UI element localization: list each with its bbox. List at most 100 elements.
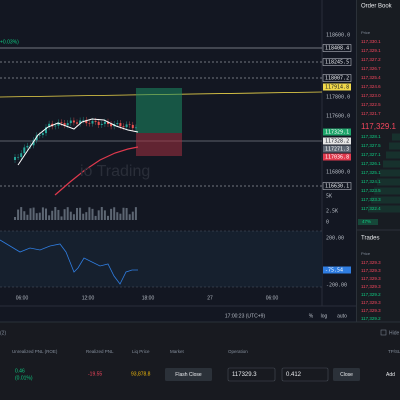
price-tag-label: 117329.1 (325, 130, 349, 136)
buy-ratio: 47% (362, 219, 371, 224)
flash-close-button[interactable] (165, 368, 212, 381)
bid-depth (380, 169, 400, 177)
trades-title: Trades (361, 236, 379, 242)
liq-price: 93,878.8 (131, 371, 151, 377)
unrealized-pnl: 0.46 (15, 368, 25, 374)
price-axis-label: 5K (326, 194, 332, 200)
volume-bar (23, 211, 26, 220)
volume-bar (107, 215, 109, 220)
price-input[interactable] (227, 367, 276, 382)
volume-bar (134, 207, 137, 220)
hide-checkbox[interactable] (380, 329, 387, 336)
order-book-bg (357, 0, 400, 322)
volume-bar (66, 207, 69, 220)
candle (32, 140, 35, 146)
price-axis-label: 117800.0 (326, 95, 350, 101)
volume-bar (29, 208, 32, 220)
close-button[interactable] (333, 368, 360, 381)
volume-bar (48, 215, 51, 220)
column-header: Market (170, 349, 185, 354)
price-axis-label: -200.00 (326, 283, 347, 289)
candle (54, 125, 57, 127)
volume-bar (79, 207, 82, 220)
candle (128, 124, 131, 126)
bid-depth (389, 142, 400, 150)
candle (107, 121, 109, 125)
volume-bar (91, 208, 94, 220)
price-tag (322, 182, 352, 190)
volume-bar (131, 211, 134, 220)
trade-price: 117,329.3 (361, 268, 381, 273)
volume-bar (69, 211, 72, 220)
candle (69, 120, 72, 124)
volume-bar (72, 214, 75, 220)
price-axis-label: 118600.0 (326, 33, 350, 39)
add-label[interactable]: Add (386, 372, 395, 378)
scale-option[interactable]: log (321, 313, 328, 319)
candle (63, 123, 66, 126)
ask-price: 117,330.1 (361, 39, 381, 44)
price-axis-label: 2.5K (326, 209, 338, 215)
candle (66, 123, 69, 126)
volume-bar (45, 208, 47, 220)
qty-input[interactable] (281, 367, 329, 382)
bid-depth (392, 133, 400, 141)
volume-bar (128, 214, 131, 220)
candle (38, 134, 41, 136)
price-input-value[interactable]: 117329.3 (232, 372, 257, 378)
trade-price: 117,329.3 (361, 300, 381, 305)
ask-price: 117,322.5 (361, 102, 381, 107)
scale-option[interactable]: auto (337, 313, 347, 319)
price-tag (323, 145, 351, 153)
candle (100, 123, 103, 125)
ask-price: 117,325.4 (361, 75, 381, 80)
indicator-bg (0, 231, 322, 287)
volume-bar (41, 207, 44, 220)
bid-price: 117,327.5 (361, 143, 381, 148)
buy-ratio-bar (358, 219, 378, 225)
candle (125, 124, 128, 128)
candle (116, 123, 119, 125)
volume-bar (51, 210, 54, 220)
column-header: Operation (228, 349, 248, 354)
volume-bar (88, 207, 91, 220)
scale-option[interactable]: % (309, 313, 314, 319)
price-tag-label: 117036.8 (325, 155, 349, 161)
positions-tab[interactable]: (2) (0, 330, 6, 336)
flash-close-label[interactable]: Flash Close (175, 372, 202, 378)
price-tag (323, 83, 351, 91)
volume-bar (85, 212, 88, 220)
ask-price: 117,321.7 (361, 111, 381, 116)
bid-price: 117,326.1 (361, 161, 381, 166)
bid-depth (377, 178, 400, 186)
price-tag (322, 58, 352, 66)
volume-bar (100, 207, 103, 220)
candle (57, 122, 60, 126)
candle (88, 123, 91, 124)
order-book-column: Price (361, 30, 371, 35)
candle (76, 122, 78, 124)
hide-label[interactable]: Hide (389, 330, 400, 336)
price-tag-label: 118245.5 (325, 60, 349, 66)
time-axis-label: 18:00 (142, 295, 155, 301)
volume-bar (35, 213, 38, 220)
qty-input-value[interactable]: 0.412 (286, 372, 302, 378)
price-tag-label: 116630.1 (325, 184, 349, 190)
volume-bar (110, 208, 113, 220)
bid-depth (371, 196, 400, 204)
volume-bar (20, 207, 23, 220)
bid-price: 117,324.1 (361, 179, 381, 184)
ask-price: 117,329.1 (361, 48, 381, 53)
candle (17, 156, 20, 158)
bid-price: 117,327.1 (361, 152, 381, 157)
time-axis-label: 06:00 (266, 295, 279, 301)
roe: (0.01%) (15, 375, 33, 381)
close-label[interactable]: Close (340, 372, 353, 378)
bid-depth (386, 151, 400, 159)
candle (60, 122, 63, 124)
candle (20, 153, 23, 157)
bid-depth (374, 187, 400, 195)
price-tag (323, 137, 351, 145)
volume-bar (82, 213, 85, 220)
candle (119, 123, 122, 127)
